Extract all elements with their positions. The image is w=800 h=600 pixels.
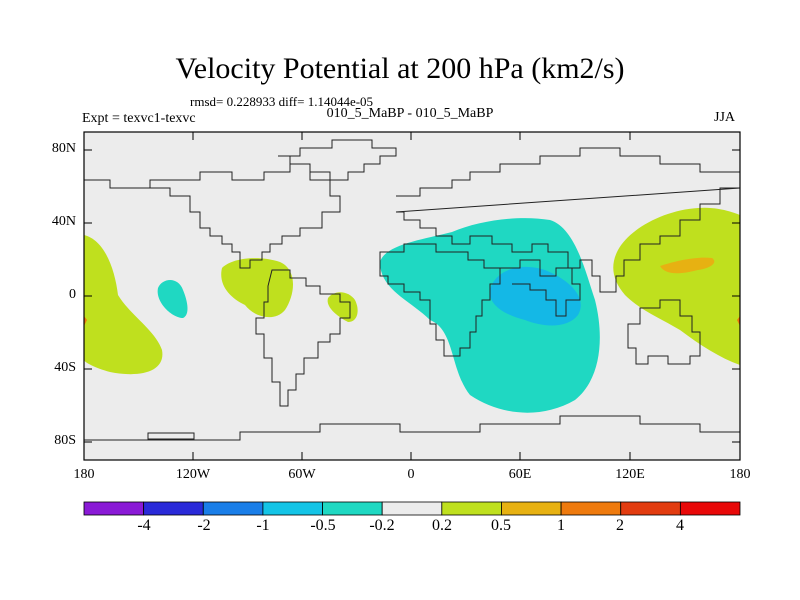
y-label-40s: 40S <box>54 360 76 375</box>
coastline-north-america <box>84 163 341 269</box>
colorbar-label: 1 <box>557 517 565 534</box>
y-label-80s: 80S <box>54 433 76 448</box>
colorbar <box>83 501 741 516</box>
colorbar-label: -0.2 <box>369 517 395 534</box>
colorbar-label: 0.2 <box>432 517 452 534</box>
experiment-label: Expt = texvc1-texvc <box>82 111 196 126</box>
colorbar-box <box>441 501 502 516</box>
x-label-60e: 60E <box>508 467 532 482</box>
field-orange-edge-east <box>737 316 740 326</box>
coastline-antarctica <box>84 415 740 441</box>
case-label: 010_5_MaBP - 010_5_MaBP <box>326 106 494 121</box>
tick-marks <box>84 132 740 460</box>
coastline-arabia-india <box>500 259 581 317</box>
colorbar-box <box>83 501 145 516</box>
colorbar-label: -4 <box>137 517 151 534</box>
coastline-south-america <box>255 269 351 407</box>
x-label-180e: 180 <box>729 467 751 482</box>
colorbar-box <box>620 501 681 516</box>
colorbar-box <box>322 501 383 516</box>
colorbar-label: 4 <box>676 517 684 534</box>
x-label-0: 0 <box>407 467 415 482</box>
colorbar-label: 2 <box>616 517 624 534</box>
coastline-africa <box>379 243 501 357</box>
field-yellowgreen-east <box>613 207 740 365</box>
x-label-120e: 120E <box>615 467 645 482</box>
coastline-ice-shelf <box>147 432 195 440</box>
plot-title: Velocity Potential at 200 hPa (km2/s) <box>175 52 625 85</box>
colorbar-label: -2 <box>197 517 211 534</box>
field-cyan-region <box>380 218 600 413</box>
colorbar-label: 0.5 <box>491 517 511 534</box>
colorbar-box <box>202 501 264 516</box>
coastlines <box>84 139 741 441</box>
field-blue-region <box>489 266 581 326</box>
colorbar-box <box>262 501 323 516</box>
colorbar-label: -1 <box>256 517 270 534</box>
colorbar-box <box>501 501 562 516</box>
field-yellowgreen-central <box>221 258 294 318</box>
field-cyan-small <box>157 280 188 318</box>
colorbar-box <box>560 501 622 516</box>
colorbar-label: -0.5 <box>310 517 336 534</box>
season-label: JJA <box>714 110 736 125</box>
x-label-120w: 120W <box>175 467 211 482</box>
coastline-greenland <box>278 139 397 181</box>
field-orange-east <box>660 257 715 274</box>
y-label-40n: 40N <box>51 214 76 229</box>
stats-line: rmsd= 0.228933 diff= 1.14044e-05 <box>190 94 374 109</box>
coastline-australia <box>627 299 701 365</box>
x-label-60w: 60W <box>288 467 316 482</box>
field-orange-edge-west <box>84 316 87 326</box>
colorbar-box <box>679 501 741 516</box>
field-yellowgreen-west <box>84 235 163 375</box>
colorbar-box <box>143 501 204 516</box>
y-label-0: 0 <box>69 287 76 302</box>
y-label-80n: 80N <box>51 141 76 156</box>
x-label-180w: 180 <box>73 467 95 482</box>
colorbar-box <box>381 501 443 516</box>
